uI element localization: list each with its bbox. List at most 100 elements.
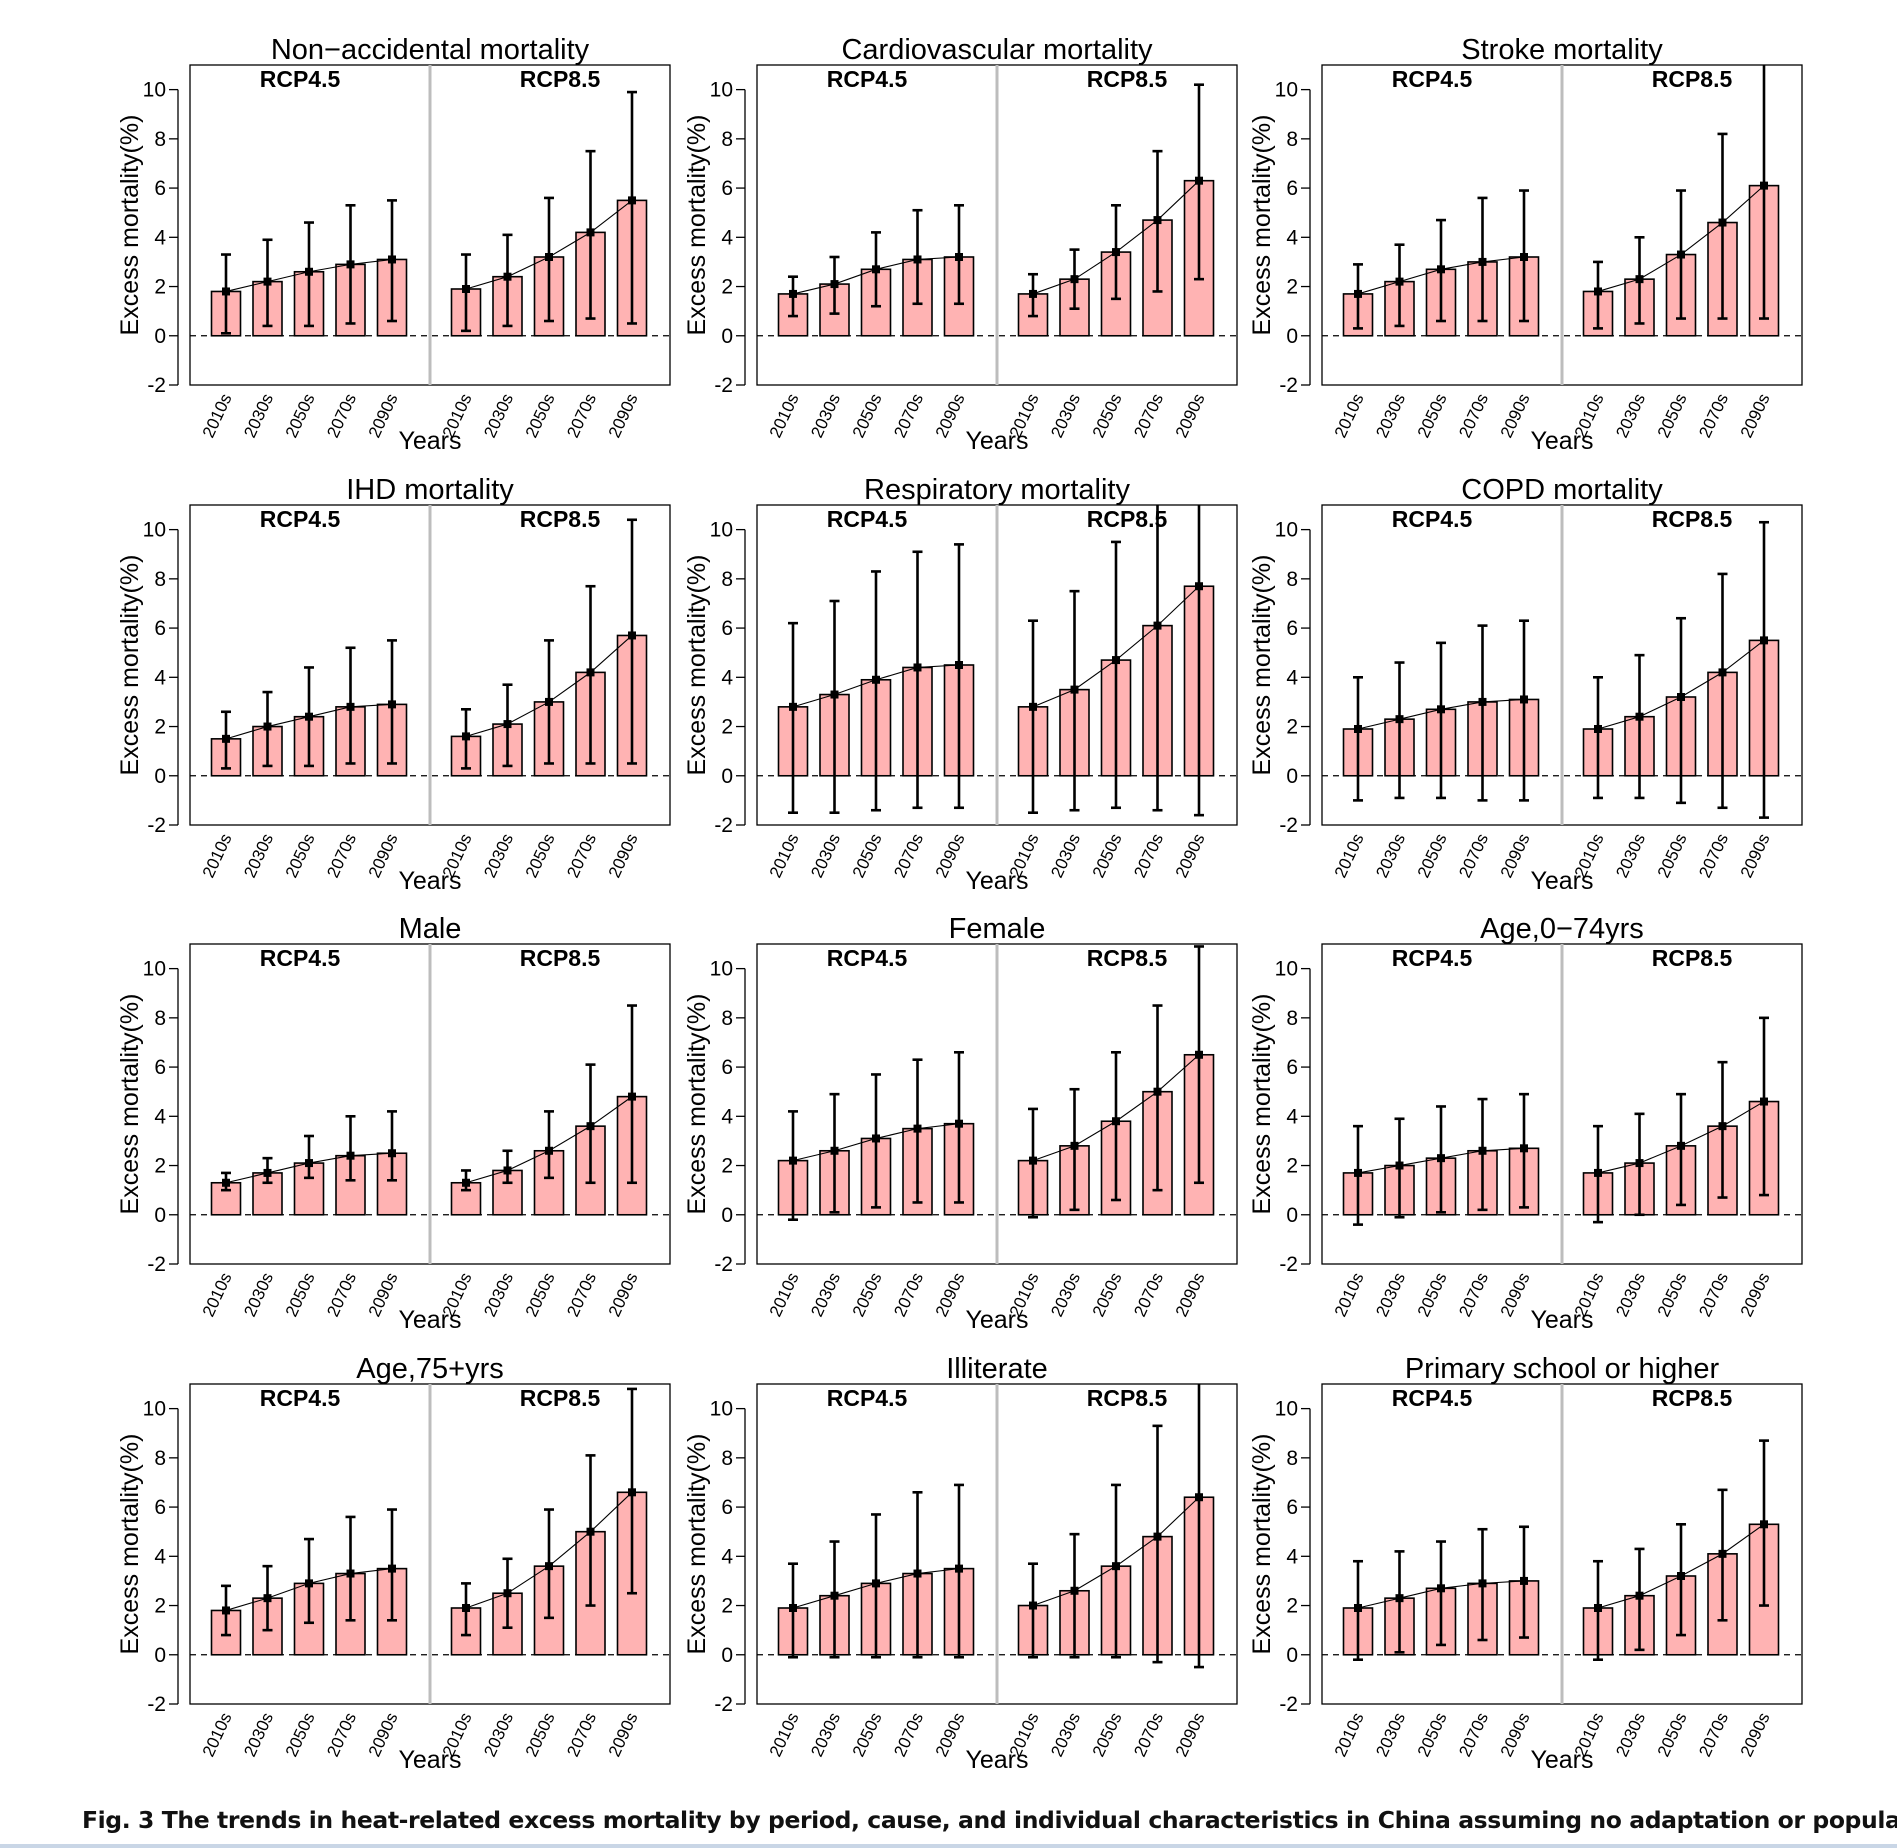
x-tick-label: 2090s bbox=[605, 1270, 642, 1320]
point-marker bbox=[830, 280, 839, 289]
x-tick-label: 2070s bbox=[1130, 1710, 1167, 1760]
y-tick-label: 2 bbox=[721, 716, 733, 739]
x-axis-label: Years bbox=[965, 867, 1028, 895]
point-marker bbox=[1070, 685, 1079, 694]
point-marker bbox=[388, 1564, 396, 1573]
point-marker bbox=[263, 277, 272, 286]
x-tick-label: 2010s bbox=[1006, 1710, 1043, 1760]
y-tick-label: 10 bbox=[710, 958, 733, 981]
point-marker bbox=[1520, 695, 1528, 704]
point-marker bbox=[545, 253, 553, 261]
scenario-label: RCP8.5 bbox=[1087, 945, 1168, 971]
y-tick-label: 8 bbox=[721, 1007, 733, 1030]
scenario-label: RCP4.5 bbox=[1392, 66, 1473, 92]
point-marker bbox=[628, 1092, 636, 1101]
y-tick-label: 6 bbox=[1286, 1496, 1298, 1519]
point-marker bbox=[1718, 218, 1727, 227]
y-tick-label: -2 bbox=[147, 374, 166, 397]
point-marker bbox=[1029, 1601, 1037, 1610]
point-marker bbox=[830, 1146, 839, 1155]
chart-panel: IHD mortality -2 0 2 4 6 8 10 Excess mortality(%… bbox=[116, 474, 671, 895]
y-tick-label: 10 bbox=[1275, 79, 1298, 102]
x-tick-label: 2010s bbox=[1331, 1710, 1368, 1760]
y-tick-label: 10 bbox=[710, 519, 733, 542]
point-marker bbox=[913, 663, 922, 672]
point-marker bbox=[1520, 1576, 1528, 1585]
x-axis-label: Years bbox=[398, 1306, 461, 1334]
point-marker bbox=[789, 1156, 797, 1165]
chart-title: Primary school or higher bbox=[1405, 1353, 1720, 1385]
point-marker bbox=[830, 690, 839, 699]
figure-caption: Fig. 3 The trends in heat-related excess… bbox=[82, 1806, 1897, 1834]
x-tick-label: 2050s bbox=[1414, 1270, 1451, 1320]
point-marker bbox=[462, 285, 470, 293]
x-tick-label: 2010s bbox=[199, 1710, 236, 1760]
y-tick-label: 6 bbox=[1286, 177, 1298, 200]
y-tick-label: 2 bbox=[154, 1595, 166, 1618]
y-tick-label: 4 bbox=[1286, 226, 1298, 249]
point-marker bbox=[1520, 1144, 1528, 1153]
x-tick-label: 2010s bbox=[1006, 831, 1043, 881]
x-tick-label: 2010s bbox=[1331, 391, 1368, 441]
chart-title: Illiterate bbox=[946, 1353, 1048, 1385]
y-tick-label: -2 bbox=[147, 1253, 166, 1276]
point-marker bbox=[1760, 1097, 1768, 1106]
x-tick-label: 2010s bbox=[1571, 831, 1608, 881]
y-axis-label: Excess mortality(%) bbox=[1248, 115, 1276, 336]
x-tick-label: 2070s bbox=[890, 831, 927, 881]
x-tick-label: 2050s bbox=[1654, 831, 1691, 881]
point-marker bbox=[346, 260, 355, 269]
x-tick-label: 2050s bbox=[849, 391, 886, 441]
x-tick-label: 2030s bbox=[1612, 1270, 1649, 1320]
x-tick-label: 2030s bbox=[480, 1710, 517, 1760]
scenario-label: RCP8.5 bbox=[520, 66, 601, 92]
point-marker bbox=[1112, 1562, 1120, 1571]
x-tick-label: 2050s bbox=[849, 831, 886, 881]
y-tick-label: 2 bbox=[1286, 716, 1298, 739]
x-tick-label: 2010s bbox=[199, 391, 236, 441]
x-axis-label: Years bbox=[965, 427, 1028, 455]
x-tick-label: 2070s bbox=[563, 831, 600, 881]
point-marker bbox=[1437, 265, 1445, 274]
point-marker bbox=[1478, 1146, 1487, 1155]
x-tick-label: 2010s bbox=[199, 831, 236, 881]
x-tick-label: 2090s bbox=[605, 391, 642, 441]
point-marker bbox=[1760, 1520, 1768, 1529]
point-marker bbox=[388, 700, 396, 709]
point-marker bbox=[1478, 1579, 1487, 1588]
point-marker bbox=[503, 1166, 512, 1175]
point-marker bbox=[1594, 287, 1602, 296]
point-marker bbox=[1354, 725, 1362, 733]
point-marker bbox=[503, 1589, 512, 1598]
y-tick-label: 0 bbox=[721, 1644, 733, 1667]
x-tick-label: 2050s bbox=[522, 391, 559, 441]
y-tick-label: 10 bbox=[1275, 519, 1298, 542]
x-tick-label: 2050s bbox=[1654, 1710, 1691, 1760]
y-tick-label: 0 bbox=[1286, 1644, 1298, 1667]
y-tick-label: 4 bbox=[721, 1545, 733, 1568]
chart-panel: Illiterate -2 0 2 4 6 8 10 Excess mortality(%) Ye… bbox=[683, 1353, 1238, 1774]
x-tick-label: 2090s bbox=[1737, 1710, 1774, 1760]
y-tick-label: 0 bbox=[154, 1204, 166, 1227]
x-tick-label: 2030s bbox=[1372, 391, 1409, 441]
x-axis-label: Years bbox=[965, 1746, 1028, 1774]
x-tick-label: 2030s bbox=[240, 1710, 277, 1760]
chart-title: COPD mortality bbox=[1461, 474, 1663, 506]
x-tick-label: 2050s bbox=[282, 1270, 319, 1320]
x-tick-label: 2090s bbox=[932, 1710, 969, 1760]
point-marker bbox=[1677, 250, 1685, 259]
scenario-label: RCP8.5 bbox=[520, 506, 601, 532]
point-marker bbox=[263, 1594, 272, 1603]
point-marker bbox=[388, 255, 396, 264]
x-tick-label: 2050s bbox=[1414, 831, 1451, 881]
y-tick-label: 10 bbox=[143, 519, 166, 542]
chart-title: Non−accidental mortality bbox=[271, 34, 590, 66]
y-tick-label: 4 bbox=[154, 226, 166, 249]
x-axis-label: Years bbox=[398, 867, 461, 895]
x-tick-label: 2030s bbox=[1612, 1710, 1649, 1760]
chart-panel: Female -2 0 2 4 6 8 10 Excess mortality(%) Years R… bbox=[683, 913, 1238, 1334]
y-tick-label: 4 bbox=[1286, 1545, 1298, 1568]
y-tick-label: 2 bbox=[154, 1155, 166, 1178]
x-tick-label: 2030s bbox=[1612, 831, 1649, 881]
y-tick-label: -2 bbox=[1279, 1693, 1298, 1716]
